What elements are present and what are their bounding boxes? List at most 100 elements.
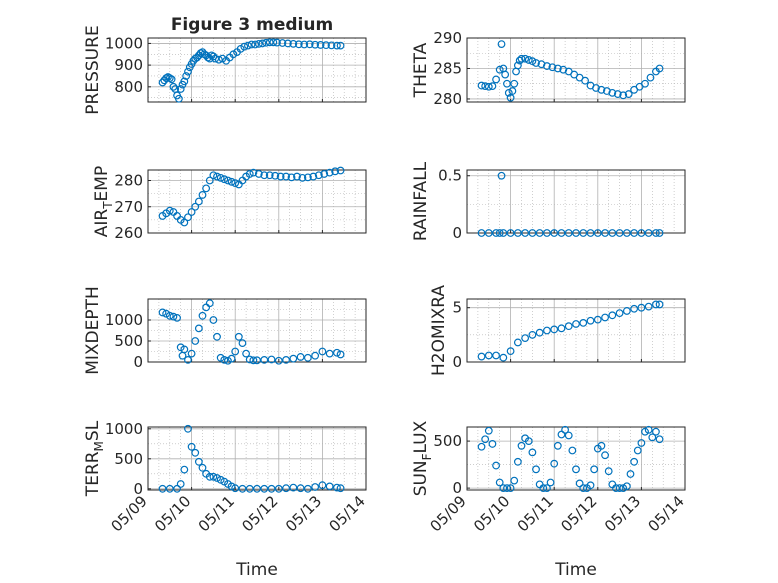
data-point	[187, 208, 196, 216]
data-point	[271, 171, 280, 180]
data-point	[539, 484, 548, 493]
data-point	[238, 484, 247, 493]
data-point	[249, 168, 258, 177]
x-tick-label: 05/10	[151, 492, 194, 535]
y-tick-label: 280	[433, 90, 462, 108]
data-point	[481, 82, 490, 91]
y-tick-label: 800	[114, 78, 143, 96]
data-point	[586, 481, 595, 490]
y-axis-label: AIRTEMP	[92, 166, 115, 237]
data-point	[601, 451, 609, 460]
data-point	[180, 218, 189, 227]
data-point	[303, 484, 312, 493]
data-point	[477, 352, 486, 361]
y-tick-label: 500	[114, 332, 143, 350]
data-point	[501, 70, 510, 79]
data-point	[242, 349, 251, 358]
data-point	[209, 52, 218, 61]
figure-title: Figure 3 medium	[171, 15, 333, 35]
data-point	[260, 484, 269, 493]
data-point	[254, 39, 263, 48]
data-point	[550, 459, 559, 468]
data-point	[630, 229, 639, 237]
data-point	[336, 350, 345, 359]
data-point	[169, 312, 178, 321]
data-point	[492, 229, 500, 237]
data-point	[173, 314, 181, 322]
data-point	[484, 426, 493, 435]
data-point	[499, 229, 508, 237]
data-point	[532, 59, 540, 67]
y-tick-label: 0	[452, 479, 462, 497]
data-point	[521, 229, 530, 237]
data-point	[481, 435, 490, 444]
data-point	[176, 85, 185, 93]
data-point	[320, 170, 329, 178]
data-point	[289, 354, 298, 363]
data-point	[517, 441, 526, 450]
data-point	[637, 303, 646, 312]
data-point	[601, 229, 609, 237]
axes-box	[466, 298, 686, 363]
data-point	[180, 77, 189, 86]
data-point	[543, 326, 551, 335]
data-point	[484, 82, 493, 91]
y-tick-label: 500	[114, 450, 143, 468]
data-point	[184, 67, 192, 76]
data-point	[205, 176, 214, 185]
data-point	[630, 304, 639, 313]
data-point	[503, 79, 511, 88]
data-point	[592, 84, 600, 92]
data-point	[535, 229, 544, 237]
data-point	[601, 313, 609, 322]
data-point	[581, 76, 589, 85]
data-point	[231, 484, 240, 493]
x-tick-label: 05/11	[514, 492, 557, 535]
data-point	[325, 168, 334, 177]
data-point	[613, 90, 622, 98]
data-point	[198, 463, 207, 472]
data-point	[477, 229, 486, 237]
data-point	[227, 354, 236, 363]
data-point	[615, 484, 624, 493]
axes-box	[466, 169, 686, 234]
data-point	[267, 355, 276, 364]
data-point	[641, 79, 649, 88]
data-point	[572, 465, 580, 474]
data-point	[305, 40, 314, 49]
data-point	[316, 41, 325, 49]
data-point	[216, 173, 225, 182]
data-point	[513, 338, 522, 347]
data-point	[655, 64, 664, 73]
data-point	[564, 322, 573, 331]
x-tick-label: 05/14	[326, 492, 369, 535]
data-point	[630, 457, 639, 466]
data-point	[209, 316, 218, 324]
data-point	[318, 481, 327, 490]
x-tick-label: 05/09	[427, 492, 470, 535]
data-point	[524, 56, 533, 64]
data-point	[513, 61, 522, 70]
data-point	[331, 167, 340, 176]
y-axis-label: RAINFALL	[411, 161, 431, 241]
data-point	[579, 484, 588, 493]
data-point	[180, 345, 189, 354]
data-point	[622, 482, 631, 491]
data-point	[209, 472, 218, 481]
y-tick-label: 500	[433, 432, 462, 450]
data-point	[314, 171, 323, 180]
data-point	[191, 337, 200, 345]
data-point	[289, 39, 298, 48]
data-point	[194, 197, 203, 206]
data-point	[262, 38, 270, 47]
data-point	[198, 311, 207, 320]
data-point	[227, 482, 236, 491]
y-tick-label: 0	[133, 353, 143, 371]
data-point	[579, 229, 588, 237]
data-point	[191, 202, 200, 211]
data-point	[548, 63, 557, 72]
data-point	[184, 356, 192, 364]
